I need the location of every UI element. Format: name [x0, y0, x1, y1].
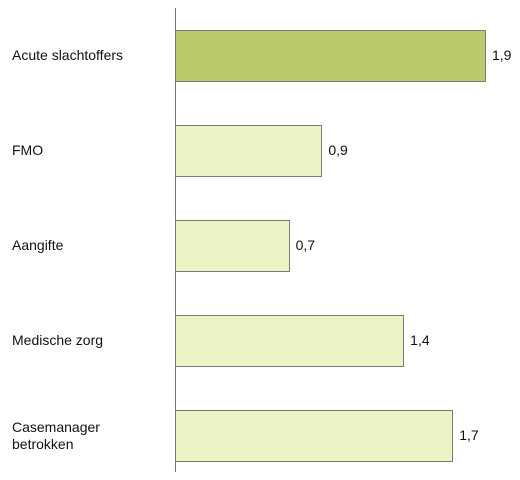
category-label: Casemanager betrokken — [12, 418, 100, 452]
value-label: 1,4 — [410, 332, 430, 348]
bar — [175, 409, 454, 462]
category-label: Aangifte — [12, 237, 64, 253]
value-label: 0,9 — [328, 142, 348, 158]
bar — [175, 124, 323, 177]
category-label: Medische zorg — [12, 332, 104, 348]
bar — [175, 219, 290, 272]
category-label: FMO — [12, 142, 44, 158]
bar — [175, 29, 486, 82]
category-label: Acute slachtoffers — [12, 47, 124, 63]
value-label: 1,9 — [492, 47, 512, 63]
value-label: 0,7 — [295, 237, 316, 253]
bar — [175, 314, 405, 367]
value-label: 1,7 — [459, 427, 479, 443]
